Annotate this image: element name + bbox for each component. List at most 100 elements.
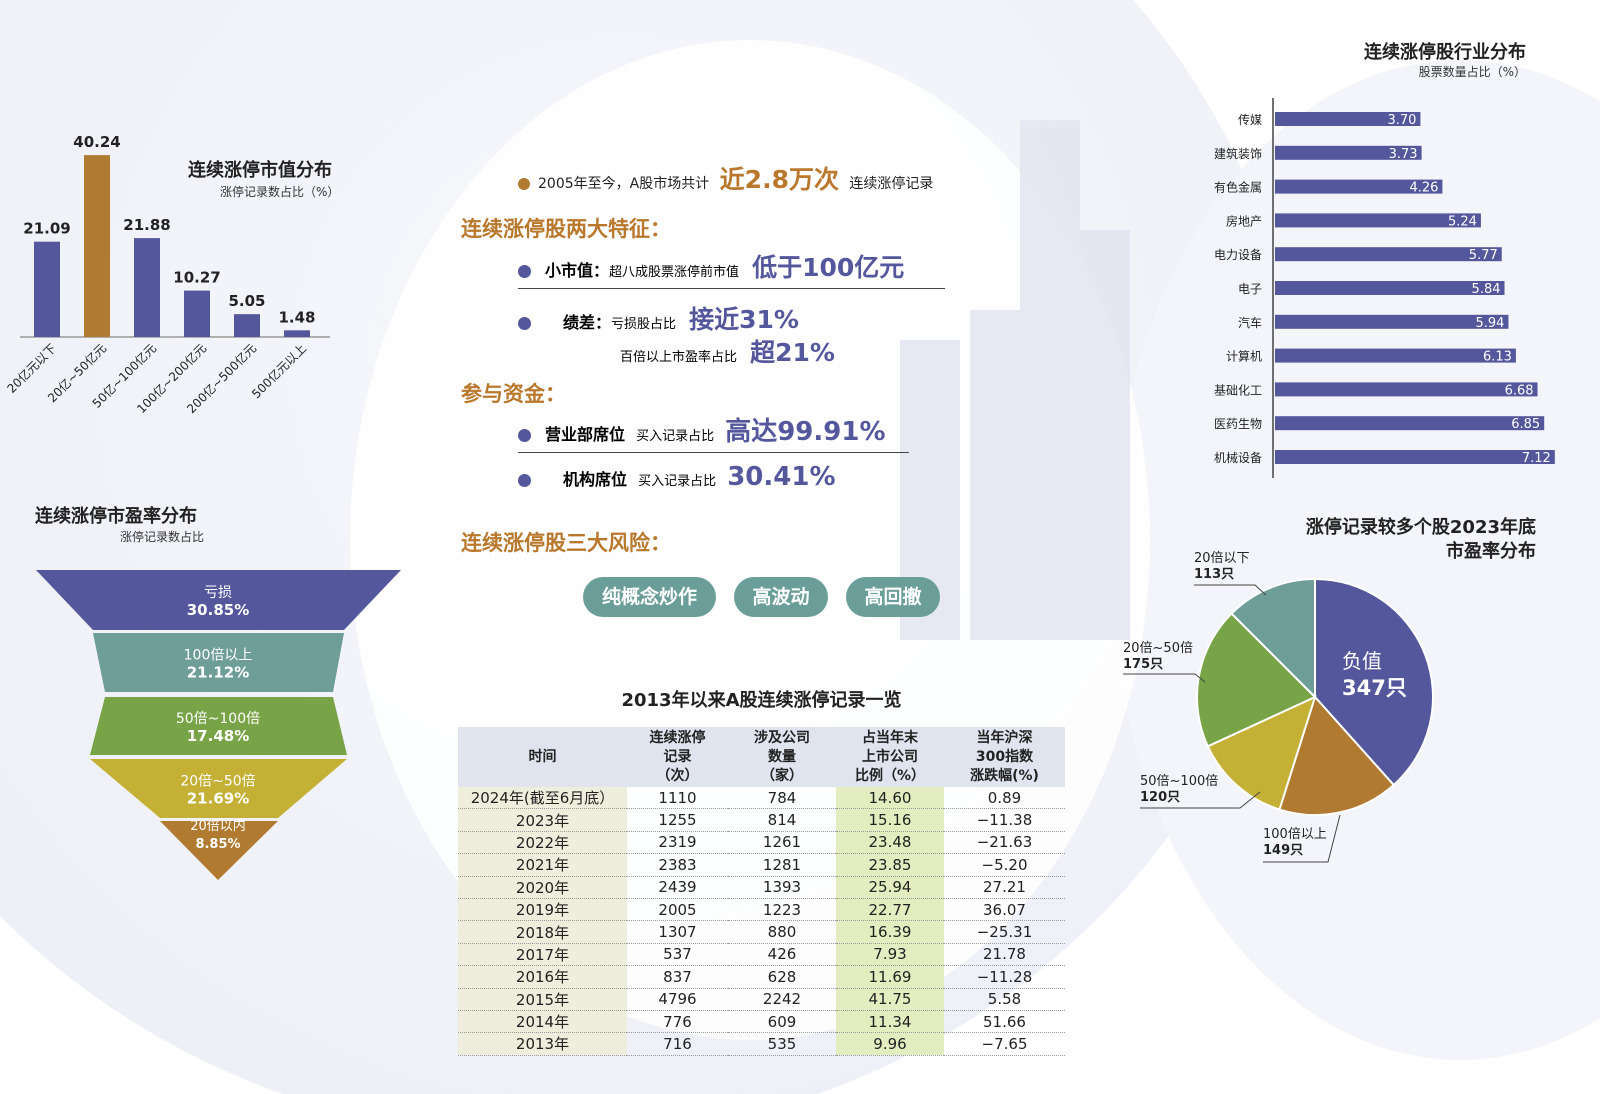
- features-title: 连续涨停股两大特征：: [461, 217, 671, 241]
- funds-title: 参与资金：: [461, 382, 566, 406]
- table-row: 2017年 537 426 7.93 21.78: [458, 943, 1065, 967]
- table-cell: 1393: [728, 876, 836, 899]
- y-tick-label: 电子: [1238, 282, 1262, 296]
- industry-chart-title: 连续涨停股行业分布: [1364, 42, 1526, 63]
- pie-slice: [1314, 577, 1434, 787]
- feature-desc: 亏损股占比: [611, 317, 677, 332]
- bar-value-label: 5.24: [1448, 214, 1477, 229]
- cap-bar-chart: 21.0920亿元以下40.2420亿~50亿元21.8850亿~100亿元10…: [4, 133, 330, 416]
- table-cell: 2022年: [458, 831, 627, 855]
- y-tick-label: 建筑装饰: [1214, 146, 1262, 161]
- pe-funnel-title: 连续涨停市盈率分布: [35, 506, 197, 527]
- bar: [1275, 281, 1505, 295]
- cap-chart-title: 连续涨停市值分布: [188, 160, 332, 181]
- bullet-icon: [518, 429, 531, 442]
- table-cell: 27.21: [944, 876, 1065, 899]
- bullet-icon: [518, 178, 530, 190]
- bullet-icon: [518, 265, 531, 278]
- pie-title: 涨停记录较多个股2023年底 市盈率分布: [1306, 516, 1536, 564]
- risk-tag: 高回撤: [846, 577, 940, 617]
- table-cell: 7.93: [836, 943, 944, 967]
- funnel-segment: [90, 759, 347, 818]
- table-cell: 1223: [728, 898, 836, 922]
- leader-line: [1194, 584, 1267, 596]
- funnel-segment: [36, 570, 401, 630]
- industry-chart-subtitle: 股票数量占比（%）: [1418, 65, 1526, 79]
- table-cell: 1307: [627, 920, 728, 944]
- fund-value: 30.41%: [727, 462, 836, 492]
- table-cell: 2016年: [458, 965, 627, 989]
- table-row: 2021年 2383 1281 23.85 −5.20: [458, 853, 1065, 877]
- leader-line: [1263, 814, 1341, 863]
- bar: [1275, 145, 1422, 160]
- bar: [234, 314, 260, 337]
- funnel-segment: [160, 821, 278, 880]
- y-tick-label: 电力设备: [1214, 248, 1262, 262]
- bar-value-label: 21.09: [23, 220, 70, 238]
- pie-slice-category-label: 负值: [1342, 649, 1382, 673]
- y-tick-label: 医药生物: [1214, 417, 1262, 431]
- y-tick-label: 机械设备: [1214, 450, 1262, 465]
- funnel-category-label: 亏损: [204, 585, 232, 601]
- bar-value-label: 6.85: [1511, 417, 1540, 432]
- bar: [1275, 314, 1509, 329]
- bar: [184, 290, 210, 337]
- pie-title-line1: 涨停记录较多个股2023年底: [1305, 517, 1536, 538]
- bar-value-label: 5.84: [1472, 282, 1501, 297]
- table-cell: 21.78: [944, 943, 1065, 967]
- skyline-decoration: [900, 120, 1130, 640]
- table-cell: 2015年: [458, 988, 627, 1011]
- bar-value-label: 5.05: [228, 292, 265, 310]
- table-cell: 880: [728, 920, 836, 944]
- funnel-value-label: 21.12%: [187, 664, 249, 682]
- table-row: 2023年 1255 814 15.16 −11.38: [458, 808, 1065, 832]
- bar-value-label: 5.94: [1475, 316, 1504, 331]
- divider: [518, 452, 909, 453]
- bar: [1275, 247, 1502, 262]
- feature-desc: 超八成股票涨停前市值: [609, 265, 740, 280]
- y-tick-label: 计算机: [1226, 349, 1262, 364]
- fund-value: 高达99.91%: [725, 417, 886, 447]
- funnel-value-label: 30.85%: [187, 601, 249, 619]
- headline-prefix: 2005年至今，A股市场共计: [538, 176, 710, 192]
- y-tick-label: 房地产: [1226, 213, 1262, 228]
- table-cell: −11.28: [944, 965, 1065, 989]
- feature-desc: 百倍以上市盈率占比: [620, 350, 738, 365]
- table-cell: 2024年(截至6月底）: [458, 787, 627, 810]
- bar-value-label: 7.12: [1522, 451, 1551, 466]
- table-cell: 41.75: [836, 988, 944, 1011]
- fund-label: 营业部席位: [545, 425, 626, 444]
- table-cell: 2005: [627, 898, 728, 922]
- bar-value-label: 5.77: [1469, 248, 1498, 263]
- table-cell: 4796: [627, 988, 728, 1011]
- table-cell: 11.34: [836, 1010, 944, 1034]
- table-cell: 2020年: [458, 876, 627, 899]
- table-cell: −25.31: [944, 920, 1065, 944]
- funnel-category-label: 50倍~100倍: [176, 711, 260, 727]
- funnel-category-label: 20倍以内: [190, 818, 246, 834]
- table-cell: 784: [728, 787, 836, 810]
- table-cell: 16.39: [836, 920, 944, 944]
- table-row: 2022年 2319 1261 23.48 −21.63: [458, 831, 1065, 855]
- pie-title-line2: 市盈率分布: [1446, 541, 1536, 562]
- pie-slice-value-label: 149只: [1263, 843, 1303, 858]
- table-cell: 2013年: [458, 1032, 627, 1056]
- headline-suffix: 连续涨停记录: [849, 176, 934, 192]
- table-cell: 1255: [627, 808, 728, 832]
- table-row: 2016年 837 628 11.69 −11.28: [458, 965, 1065, 989]
- pie-slice: [1278, 695, 1396, 816]
- table-cell: 628: [728, 965, 836, 989]
- table-cell: 2019年: [458, 898, 627, 922]
- table-cell: 2014年: [458, 1010, 627, 1034]
- bar-value-label: 3.73: [1389, 147, 1418, 162]
- funnel-segment: [90, 697, 347, 755]
- feature-label: 绩差：: [563, 313, 612, 332]
- bar-value-label: 4.26: [1409, 181, 1438, 196]
- funnel-value-label: 21.69%: [187, 790, 249, 808]
- table-cell: 0.89: [944, 787, 1065, 810]
- table-cell: 15.16: [836, 808, 944, 832]
- table-cell: 23.85: [836, 853, 944, 877]
- bar: [1275, 112, 1421, 126]
